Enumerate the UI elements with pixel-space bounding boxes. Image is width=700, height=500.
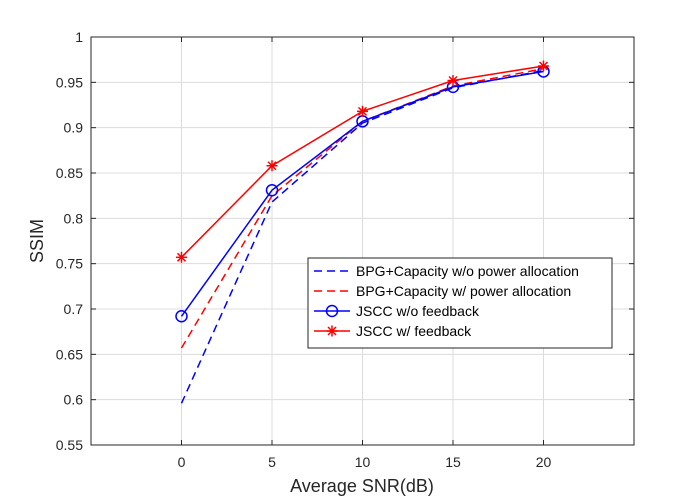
- series-2: [180, 67, 544, 349]
- legend-label: JSCC w/o feedback: [356, 303, 480, 319]
- legend: BPG+Capacity w/o power allocation BPG+Cap…: [307, 257, 613, 349]
- x-tick-label: 0: [178, 454, 186, 470]
- y-tick-label: 0.9: [64, 120, 84, 136]
- ticks: 0 5 10 15 20 0.55 0.6 0.65 0.7 0.75 0.8 0.85 0.9 0.95…: [56, 29, 634, 470]
- legend-item-2: BPG+Capacity w/ power allocation: [314, 283, 571, 299]
- asterisk-stroke: [448, 75, 458, 86]
- data-point: [266, 160, 278, 172]
- asterisk-stroke: [267, 161, 277, 171]
- legend-item-3: JSCC w/o feedback: [314, 303, 480, 319]
- asterisk-stroke: [327, 326, 337, 336]
- series-line: [180, 70, 544, 317]
- y-tick-label: 0.85: [56, 165, 83, 181]
- y-tick-label: 0.7: [64, 301, 84, 317]
- legend-label: BPG+Capacity w/ power allocation: [356, 283, 571, 299]
- series-layer: [175, 60, 550, 404]
- legend-label: BPG+Capacity w/o power allocation: [356, 263, 579, 279]
- data-point: [176, 251, 187, 263]
- legend-marker: [325, 304, 339, 318]
- series-4: [176, 60, 549, 263]
- x-tick-label: 20: [536, 454, 552, 470]
- y-tick-label: 0.75: [56, 256, 83, 272]
- data-point: [447, 75, 459, 87]
- legend-item-4: JSCC w/ feedback: [314, 323, 472, 339]
- legend-item-1: BPG+Capacity w/o power allocation: [314, 263, 579, 279]
- legend-marker: [326, 325, 338, 337]
- series-3: [175, 65, 550, 323]
- y-tick-label: 0.8: [64, 210, 84, 226]
- legend-label: JSCC w/ feedback: [356, 323, 472, 339]
- x-tick-label: 10: [355, 454, 371, 470]
- x-tick-label: 5: [268, 454, 276, 470]
- legend-box: [307, 257, 613, 349]
- y-tick-label: 0.95: [56, 74, 83, 90]
- data-point: [357, 105, 368, 117]
- y-tick-label: 0.6: [64, 392, 84, 408]
- data-point: [265, 183, 279, 197]
- y-tick-label: 1: [75, 29, 83, 45]
- data-point: [538, 60, 549, 72]
- asterisk-stroke: [538, 61, 549, 71]
- y-axis-label: SSIM: [27, 219, 47, 263]
- x-axis-label: Average SNR(dB): [290, 476, 434, 496]
- asterisk-stroke: [357, 106, 368, 116]
- x-tick-label: 15: [445, 454, 461, 470]
- data-point: [175, 310, 188, 323]
- y-tick-label: 0.65: [56, 346, 83, 362]
- asterisk-stroke: [176, 252, 187, 262]
- y-tick-label: 0.55: [56, 437, 83, 453]
- series-line: [180, 67, 544, 349]
